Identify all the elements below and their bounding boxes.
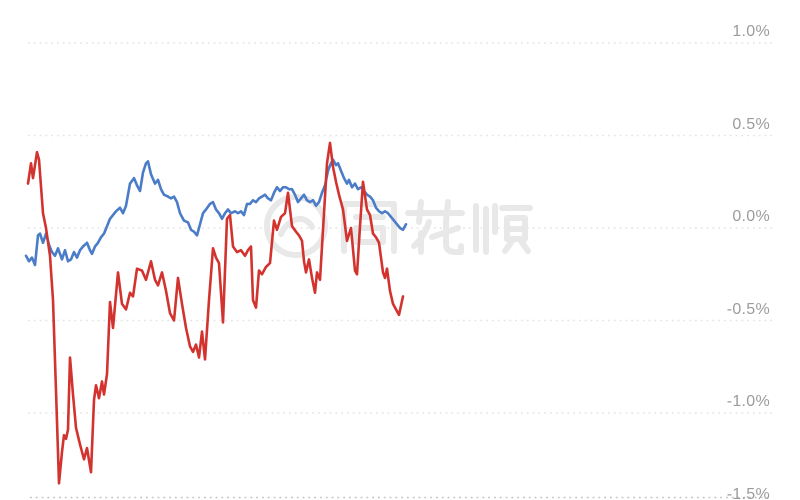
red-series-line <box>26 141 405 485</box>
y-axis-label: 0.0% <box>732 208 770 225</box>
blue-series-line <box>24 158 408 267</box>
series-lines <box>24 141 408 485</box>
y-axis-label: -1.0% <box>726 393 770 410</box>
y-axis-label: 1.0% <box>732 23 770 40</box>
y-axis-label: 0.5% <box>732 115 770 133</box>
watermark-glyph-hua <box>405 199 465 255</box>
y-axis-label: -0.5% <box>726 300 770 318</box>
y-axis-label: -1.5% <box>726 485 770 500</box>
watermark-glyph-shun <box>473 203 533 255</box>
